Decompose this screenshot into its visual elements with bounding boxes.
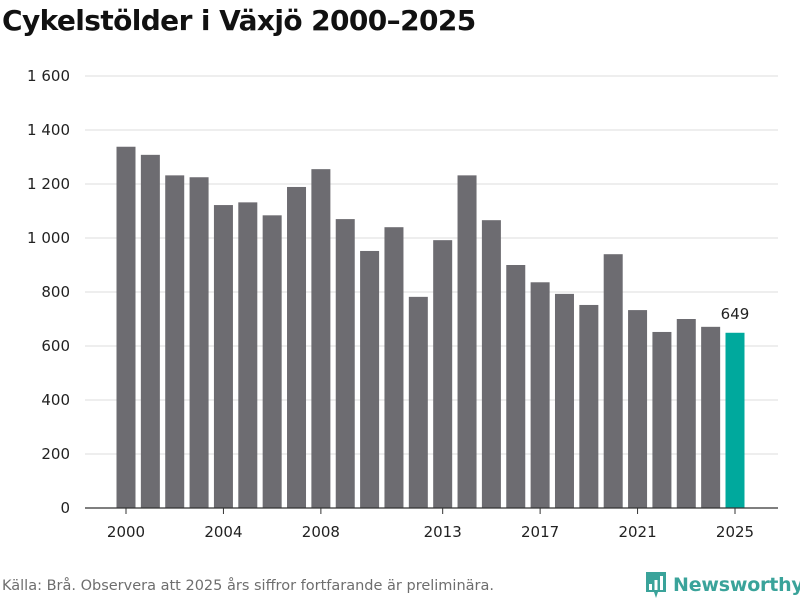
bar (238, 202, 258, 509)
bar (725, 332, 745, 508)
labels: 0 200 400 600 800 1 000 1 200 1 400 1 600 2000 200… (27, 67, 754, 541)
chart-title: Cykelstölder i Växjö 2000–2025 (2, 4, 476, 37)
bar (287, 186, 307, 508)
x-tick-label: 2000 (107, 523, 145, 541)
bar (165, 175, 185, 509)
bar (311, 169, 331, 508)
x-tick-label: 2025 (716, 523, 754, 541)
source-note: Källa: Brå. Observera att 2025 års siffr… (2, 578, 494, 594)
gridlines (85, 75, 778, 455)
newsworthy-chart-icon (646, 572, 666, 598)
bar (384, 227, 404, 508)
bars (116, 146, 745, 509)
data-label: 649 (721, 305, 750, 323)
axes (85, 507, 778, 514)
y-tick-label: 1 400 (27, 121, 70, 139)
bar (360, 250, 380, 508)
bar (506, 265, 526, 508)
bar (554, 293, 574, 508)
y-tick-label: 600 (41, 337, 70, 355)
bar (481, 220, 501, 508)
x-tick-label: 2004 (204, 523, 242, 541)
x-tick-label: 2021 (618, 523, 656, 541)
y-tick-label: 400 (41, 391, 70, 409)
bar (701, 326, 721, 508)
bar-chart: 0 200 400 600 800 1 000 1 200 1 400 1 600 2000 200… (27, 67, 778, 541)
bar (530, 282, 550, 508)
bar (603, 254, 623, 508)
bar (140, 154, 160, 508)
bar (457, 175, 477, 509)
bar (116, 146, 136, 509)
bar (408, 296, 428, 508)
y-tick-label: 0 (60, 499, 70, 517)
x-tick-label: 2013 (424, 523, 462, 541)
brand-name: Newsworthy (673, 574, 800, 596)
bar (628, 310, 648, 508)
bar (433, 240, 453, 508)
x-tick-label: 2017 (521, 523, 559, 541)
bar (262, 215, 282, 508)
x-tick-label: 2008 (302, 523, 340, 541)
bar (676, 319, 696, 508)
bar (652, 331, 672, 508)
bar (579, 304, 599, 508)
y-tick-label: 800 (41, 283, 70, 301)
y-tick-label: 200 (41, 445, 70, 463)
bar (189, 177, 209, 508)
newsworthy-logo: Newsworthy (645, 570, 800, 600)
y-tick-label: 1 200 (27, 175, 70, 193)
bar (213, 205, 233, 508)
y-tick-label: 1 600 (27, 67, 70, 85)
y-tick-label: 1 000 (27, 229, 70, 247)
bar (335, 219, 355, 508)
